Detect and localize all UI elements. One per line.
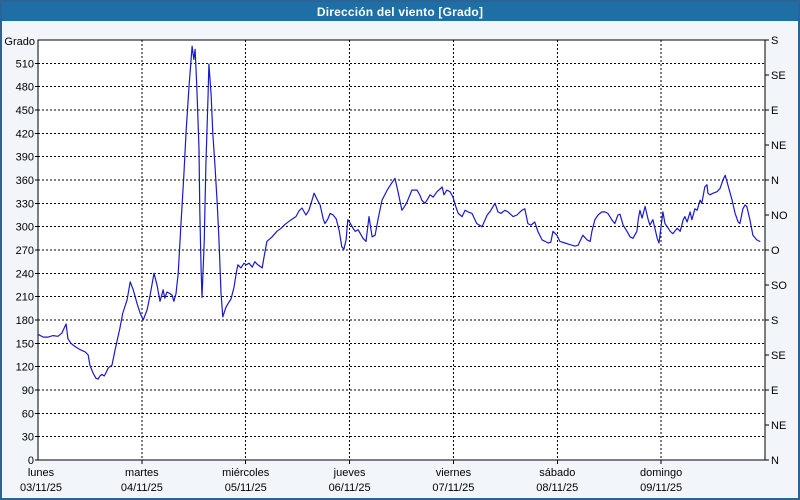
x-day-label: miércoles — [222, 467, 270, 479]
series-line — [38, 45, 761, 380]
x-day-label: jueves — [333, 467, 366, 479]
y-left-tick-label: 390 — [16, 152, 34, 164]
y-left-tick-label: 270 — [16, 245, 34, 257]
y-right-tick-label: S — [771, 315, 778, 327]
y-right-tick-label: NE — [771, 140, 786, 152]
x-date-label: 06/11/25 — [329, 482, 371, 494]
y-left-tick-label: 240 — [16, 268, 34, 280]
y-right-tick-label: SE — [771, 350, 786, 362]
x-date-label: 03/11/25 — [20, 482, 62, 494]
x-date-label: 08/11/25 — [536, 482, 578, 494]
y-right-tick-label: N — [771, 455, 779, 467]
title-bar: Dirección del viento [Grado] — [2, 2, 798, 21]
y-left-tick-label: 450 — [16, 105, 34, 117]
x-day-label: martes — [125, 467, 159, 479]
x-day-label: viernes — [436, 467, 472, 479]
y-left-tick-label: 480 — [16, 82, 34, 94]
y-left-tick-label: 420 — [16, 128, 34, 140]
y-right-tick-label: SO — [771, 280, 787, 292]
y-left-tick-label: 60 — [22, 408, 34, 420]
y-left-tick-label: 300 — [16, 222, 34, 234]
y-left-tick-label: 330 — [16, 198, 34, 210]
y-right-tick-label: NO — [771, 210, 788, 222]
y-right-tick-label: E — [771, 105, 778, 117]
y-left-tick-label: 150 — [16, 338, 34, 350]
x-date-label: 07/11/25 — [432, 482, 474, 494]
y-right-tick-label: S — [771, 35, 778, 47]
x-day-label: lunes — [28, 467, 55, 479]
y-left-tick-label: 210 — [16, 292, 34, 304]
x-date-label: 09/11/25 — [640, 482, 682, 494]
y-left-tick-label: 510 — [16, 58, 34, 70]
y-left-tick-label: 30 — [22, 432, 34, 444]
y-left-tick-label: 0 — [28, 455, 34, 467]
chart-title: Dirección del viento [Grado] — [316, 4, 484, 19]
y-right-tick-label: O — [771, 245, 780, 257]
x-date-label: 04/11/25 — [121, 482, 163, 494]
y-left-tick-label: 90 — [22, 385, 34, 397]
y-right-tick-label: N — [771, 175, 779, 187]
y-left-tick-label: 360 — [16, 175, 34, 187]
x-date-label: 05/11/25 — [225, 482, 267, 494]
y-right-tick-label: E — [771, 385, 778, 397]
y-left-tick-label: 120 — [16, 362, 34, 374]
y-right-tick-label: SE — [771, 70, 786, 82]
x-day-label: sábado — [539, 467, 575, 479]
x-day-label: domingo — [640, 467, 682, 479]
y-left-tick-label: 180 — [16, 315, 34, 327]
y-axis-unit-label: Grado — [4, 36, 35, 48]
y-right-tick-label: NE — [771, 420, 786, 432]
